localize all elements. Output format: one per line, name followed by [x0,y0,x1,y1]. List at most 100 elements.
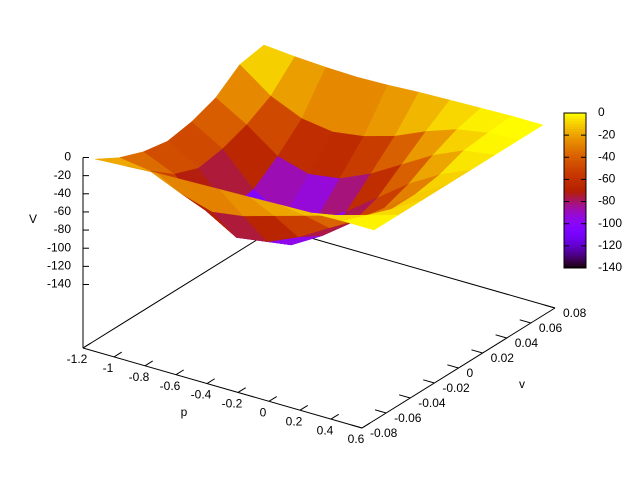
colorbar-frame [563,112,587,269]
x-tick-label: -1.2 [67,352,88,366]
colorbar-tick-label: -140 [598,260,622,274]
x-tick [206,378,215,384]
z-tick-label: -40 [54,186,72,200]
colorbar-step [564,164,586,168]
colorbar-step [564,252,586,256]
colorbar-step [564,255,586,259]
x-tick-label: -0.4 [191,388,212,402]
colorbar-step [564,234,586,238]
colorbar-step [564,136,586,140]
colorbar-step [564,195,586,199]
y-tick [423,379,435,384]
y-tick [398,394,411,399]
surface [95,44,544,246]
colorbar-step [564,118,586,122]
colorbar-step [564,154,586,158]
colorbar-step [564,208,586,212]
colorbar-step [564,125,586,129]
y-tick [374,409,387,414]
x-tick [82,342,91,349]
z-tick-label: 0 [64,150,71,164]
colorbar-step [564,141,586,145]
y-tick [519,319,532,324]
x-tick [237,387,246,393]
colorbar-step [564,115,586,119]
colorbar-tick-label: -100 [598,216,622,230]
x-tick [361,422,370,429]
colorbar-step [564,260,586,264]
x-tick [144,360,153,367]
x-tick-label: 0.2 [286,414,303,428]
colorbar-step [564,216,586,220]
colorbar-step [564,262,586,266]
z-tick-label: -140 [47,277,71,291]
colorbar-tick-label: -40 [598,149,616,163]
x-tick-label: -0.2 [222,397,243,411]
colorbar-step [564,244,586,248]
y-tick [495,334,507,339]
colorbar-step [564,156,586,160]
colorbar-step [564,138,586,142]
y-tick-label: -0.04 [418,396,446,410]
colorbar-step [564,149,586,153]
x-tick [268,396,277,402]
colorbar-tick-label: -60 [598,172,616,186]
y-tick-label: -0.02 [442,381,470,395]
base-edge [275,227,556,309]
x-tick-label: -1 [103,361,114,375]
colorbar-step [564,159,586,163]
colorbar-step [564,182,586,186]
y-tick-label: 0.02 [491,351,515,365]
colorbar-step [564,177,586,181]
colorbar-step [564,144,586,148]
x-tick [113,351,122,358]
x-tick-label: -0.8 [129,370,150,384]
colorbar-step [564,198,586,202]
z-tick-label: -60 [54,204,72,218]
y-tick [350,424,363,429]
colorbar-step [564,200,586,204]
colorbar-step [564,162,586,166]
colorbar-step [564,221,586,225]
x-tick-label: -0.6 [160,379,181,393]
x-tick-label: 0 [260,406,267,420]
y-tick-label: 0.08 [563,306,587,320]
colorbar-step [564,146,586,150]
colorbar-tick-label: -20 [598,127,616,141]
x-tick [330,413,339,420]
colorbar-step [564,187,586,191]
colorbar-tick-label: 0 [598,105,605,119]
colorbar-step [564,226,586,230]
colorbar-step [564,151,586,155]
colorbar-step [564,190,586,194]
base-edge [82,227,277,349]
y-tick [471,349,483,354]
y-tick [447,364,459,369]
colorbar-step [564,123,586,127]
x-tick [299,404,308,411]
z-tick-label: -20 [54,168,72,182]
colorbar-step [564,193,586,197]
colorbar-step [564,133,586,137]
x-axis-label: p [181,405,188,419]
y-tick-label: -0.06 [394,411,422,425]
base-edge [82,347,363,429]
surface-cell [342,214,400,231]
y-tick-label: 0.06 [539,321,563,335]
colorbar-step [564,185,586,189]
colorbar-tick-label: -120 [598,238,622,252]
z-tick-label: -80 [54,222,72,236]
y-tick-label: 0 [467,366,474,380]
z-tick-label: -100 [47,240,71,254]
colorbar-step [564,167,586,171]
colorbar-step [564,169,586,173]
y-tick-label: -0.08 [370,426,398,440]
colorbar-step [564,131,586,135]
colorbar-step [564,211,586,215]
colorbar-step [564,224,586,228]
z-tick-label: -120 [47,259,71,273]
colorbar-step [564,249,586,253]
colorbar-step [564,257,586,261]
